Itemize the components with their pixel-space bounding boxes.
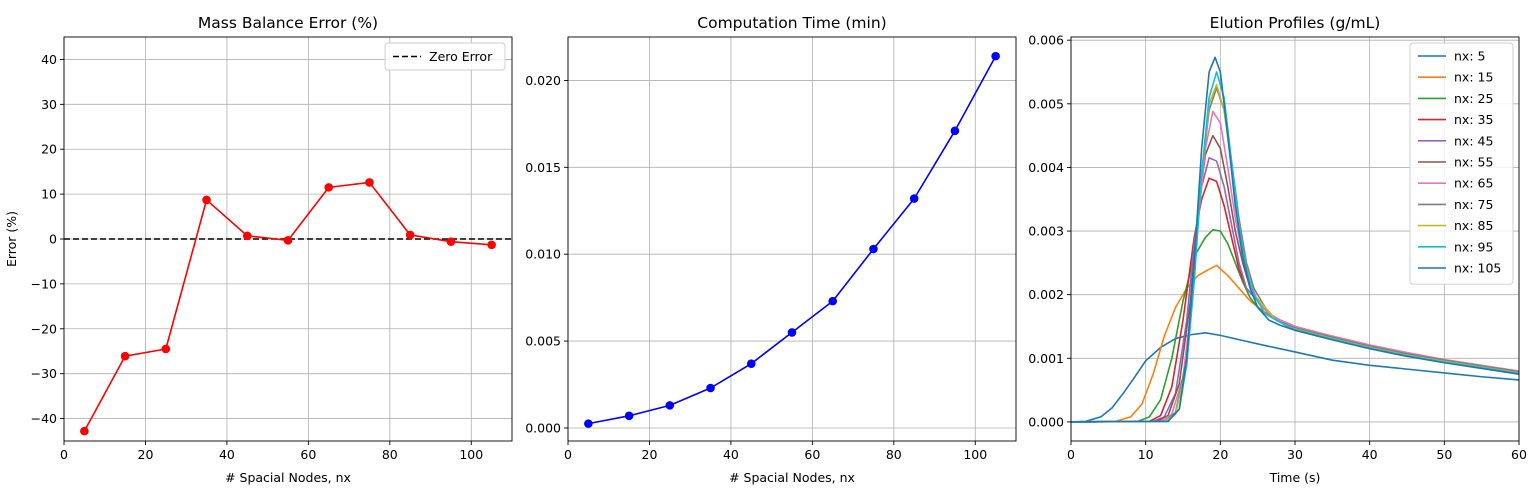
y-tick-label: −40 [31, 411, 57, 426]
y-axis-label: Error (%) [4, 211, 19, 267]
y-tick-label: 0.005 [525, 334, 561, 349]
data-point [80, 426, 89, 436]
data-point [828, 296, 838, 306]
plot-frame [567, 36, 1017, 442]
data-point [869, 244, 878, 254]
series-line-11 [1070, 56, 1520, 423]
data-point [909, 194, 919, 203]
x-tick-label: 80 [382, 447, 398, 462]
y-tick-label: 0.010 [525, 247, 561, 262]
legend-label: nx: 105 [1454, 261, 1501, 276]
y-tick-label: 0.003 [1028, 224, 1064, 239]
x-tick-label: 0 [564, 447, 572, 462]
legend-label: nx: 95 [1454, 239, 1493, 254]
legend-label: nx: 65 [1454, 176, 1493, 191]
y-tick-label: 0.000 [525, 420, 561, 435]
y-tick-label: 20 [41, 142, 57, 157]
x-tick-label: 60 [1511, 447, 1527, 462]
x-tick-label: 0 [1067, 447, 1075, 462]
chart-title: Computation Time (min) [697, 14, 886, 32]
legend: nx: 5 nx: 15 nx: 25 nx: 35 nx: 45 nx: 55 nx: 6… [1409, 42, 1514, 285]
data-point [787, 328, 797, 337]
y-tick-label: 0.015 [525, 160, 561, 175]
x-tick-label: 100 [459, 447, 483, 462]
y-tick-label: 0.002 [1028, 287, 1064, 302]
x-axis-label: Time (s) [1269, 470, 1321, 485]
legend-label: nx: 85 [1454, 218, 1493, 233]
data-point [487, 240, 496, 250]
data-point [120, 351, 130, 361]
legend-box [384, 42, 506, 71]
x-tick-label: 60 [804, 447, 820, 462]
data-point [746, 359, 756, 368]
x-tick-label: 100 [963, 447, 987, 462]
y-tick-label: 0.006 [1028, 33, 1064, 48]
data-point [324, 183, 334, 192]
legend-label: Zero Error [429, 49, 493, 64]
x-tick-label: 30 [1287, 447, 1303, 462]
data-point [584, 419, 593, 428]
y-tick-label: −10 [31, 276, 57, 291]
y-tick-label: 30 [41, 97, 57, 112]
x-tick-label: 50 [1436, 447, 1452, 462]
y-tick-label: 0.020 [525, 73, 561, 88]
data-point [202, 195, 211, 205]
y-tick-label: 0.005 [1028, 96, 1064, 111]
x-tick-label: 40 [219, 447, 235, 462]
legend-label: nx: 45 [1454, 133, 1493, 148]
subplot-2: 0 20 40 60 80 100 0.000 0.005 0.010 0.015 0.020 Com… [525, 14, 1017, 485]
subplot-1: 0 20 40 60 80 100 −40 −30 −20 −10 0 10 20 30 40 Mass Ba… [4, 14, 513, 485]
data-point [405, 230, 415, 240]
x-tick-label: 20 [1212, 447, 1228, 462]
data-point [161, 344, 171, 354]
x-tick-label: 40 [723, 447, 739, 462]
y-tick-label: 0 [49, 232, 57, 247]
x-axis-label: # Spacial Nodes, nx [225, 470, 351, 485]
legend-label: nx: 75 [1454, 197, 1493, 212]
legend-label: nx: 25 [1454, 91, 1493, 106]
y-tick-label: −30 [31, 366, 57, 381]
y-tick-label: 40 [41, 52, 57, 67]
chart-title: Mass Balance Error (%) [198, 14, 378, 32]
legend-label: nx: 5 [1454, 49, 1485, 64]
data-point [991, 51, 1000, 61]
y-tick-label: 0.000 [1028, 414, 1064, 429]
y-tick-label: 0.004 [1028, 160, 1064, 175]
chart-title: Elution Profiles (g/mL) [1210, 14, 1381, 32]
x-tick-label: 20 [642, 447, 658, 462]
data-point [950, 126, 960, 136]
data-point [365, 178, 374, 187]
data-point [242, 231, 252, 241]
x-tick-label: 20 [138, 447, 154, 462]
data-point [706, 383, 715, 393]
y-tick-label: −20 [31, 321, 57, 336]
legend: Zero Error [384, 42, 506, 71]
x-tick-label: 60 [300, 447, 316, 462]
y-tick-label: 10 [41, 187, 57, 202]
data-point [283, 236, 293, 245]
data-point [446, 237, 456, 246]
x-tick-label: 10 [1138, 447, 1154, 462]
legend-label: nx: 35 [1454, 112, 1493, 127]
data-point [624, 411, 634, 421]
legend-box [1409, 42, 1514, 285]
x-tick-label: 0 [60, 447, 68, 462]
series-line-1 [1070, 332, 1520, 423]
subplot-3: 0 10 20 30 40 50 60 0.000 0.001 0.002 0.003 0.004 0.… [1028, 14, 1527, 485]
y-tick-label: 0.001 [1028, 351, 1064, 366]
legend-label: nx: 15 [1454, 70, 1493, 85]
x-axis-label: # Spacial Nodes, nx [729, 470, 855, 485]
x-tick-label: 40 [1362, 447, 1378, 462]
data-point [665, 401, 675, 410]
x-tick-label: 80 [886, 447, 902, 462]
legend-label: nx: 55 [1454, 155, 1493, 170]
